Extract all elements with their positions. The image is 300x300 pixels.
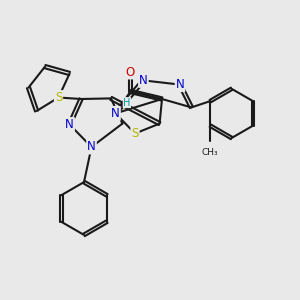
Text: S: S (55, 91, 62, 104)
Text: H: H (123, 98, 130, 108)
Text: N: N (87, 140, 96, 154)
Text: CH₃: CH₃ (202, 148, 219, 157)
Text: S: S (131, 127, 139, 140)
Text: N: N (65, 118, 74, 131)
Text: N: N (176, 78, 184, 91)
Text: O: O (126, 65, 135, 79)
Text: N: N (111, 107, 120, 120)
Text: N: N (139, 74, 148, 87)
